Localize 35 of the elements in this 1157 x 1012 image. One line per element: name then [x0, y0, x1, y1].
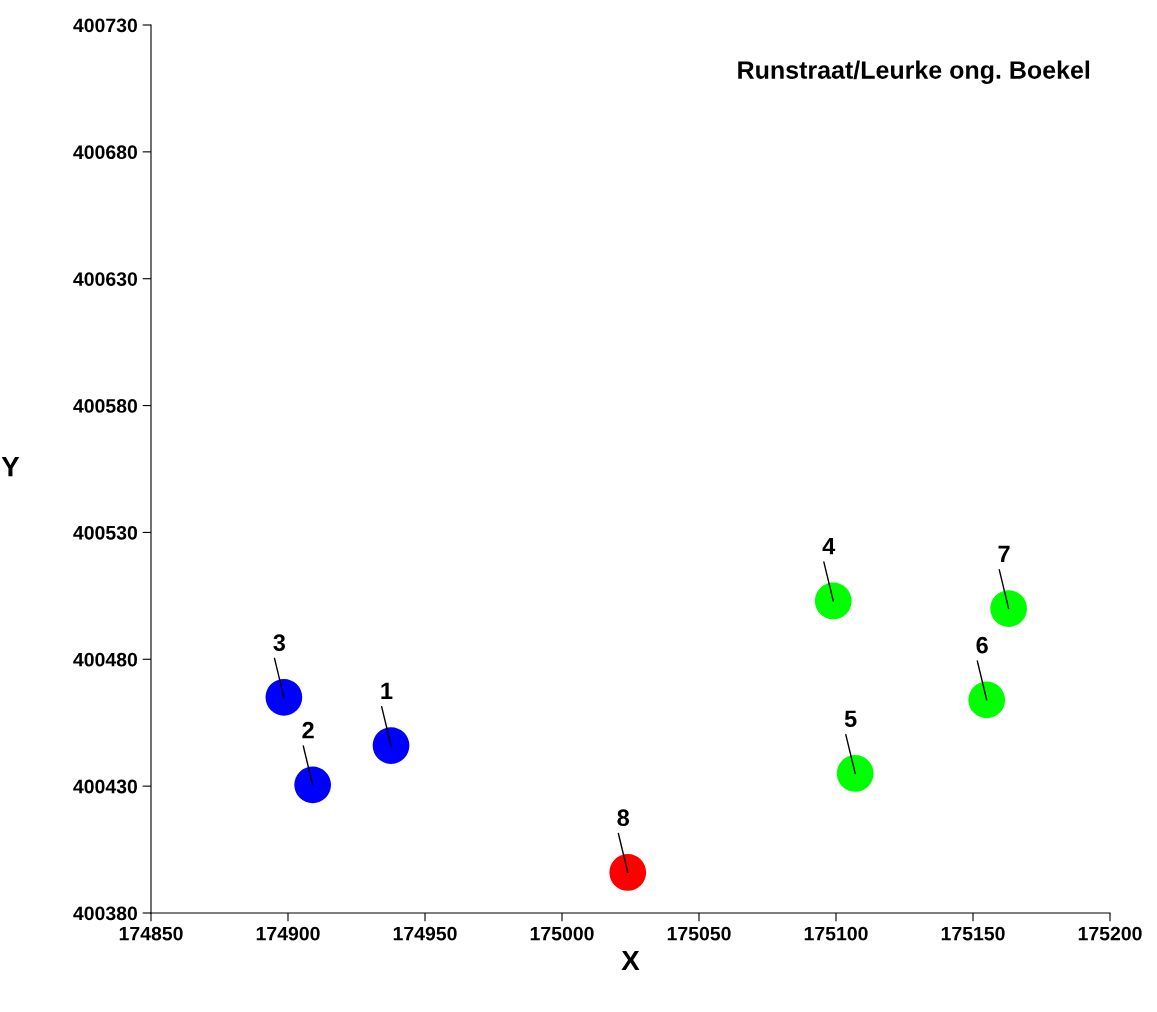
x-tick-label: 175100 [804, 926, 868, 941]
x-axis-title: X [621, 950, 640, 971]
x-tick-label: 175000 [530, 926, 594, 941]
x-tick-label: 174850 [119, 926, 183, 941]
annotation: 4 [822, 538, 836, 555]
annotation: 2 [302, 721, 314, 739]
point [372, 727, 410, 764]
point [609, 854, 647, 891]
point [814, 582, 852, 620]
y-tick-label: 400480 [73, 652, 138, 667]
annotation: 5 [844, 710, 857, 728]
y-tick-label: 400730 [73, 18, 138, 33]
x-tick-label: 175050 [667, 926, 731, 941]
y-tick-label: 400580 [73, 399, 138, 413]
annotation: 8 [617, 809, 630, 827]
annotation: 1 [381, 682, 393, 699]
y-tick-label: 400680 [73, 145, 138, 160]
annotation: 7 [998, 545, 1010, 562]
y-tick-label: 400430 [73, 779, 138, 794]
x-tick-label: 175200 [1078, 926, 1142, 941]
x-tick-label: 174950 [393, 926, 457, 941]
x-tick-label: 175150 [941, 926, 1005, 941]
y-tick-label: 400630 [73, 272, 138, 286]
text: Runstraat/Leurke ong. Boekel [738, 60, 1090, 84]
x-tick-label: 174900 [256, 926, 320, 941]
point [265, 678, 303, 716]
point [836, 755, 874, 792]
point [294, 766, 332, 804]
y-tick-label: 400380 [73, 906, 138, 921]
point [990, 590, 1027, 627]
y-tick-label: 400530 [73, 525, 138, 540]
annotation: 6 [976, 636, 988, 654]
annotation: 3 [273, 634, 286, 652]
point [968, 681, 1006, 719]
y-axis-title: Y [1, 457, 20, 477]
